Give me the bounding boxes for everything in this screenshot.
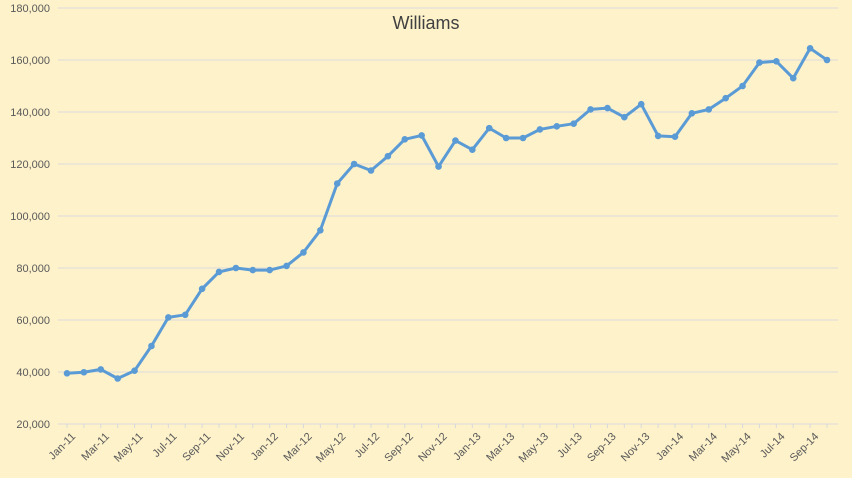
data-point	[452, 137, 459, 144]
data-point	[604, 104, 611, 112]
data-point	[485, 124, 493, 132]
data-point	[773, 58, 780, 65]
data-point	[367, 167, 375, 174]
y-tick-label: 180,000	[10, 3, 50, 15]
data-point	[519, 134, 527, 142]
y-axis-tick-labels: 20,000 40,000 60,000 80,000 100,000 120,000 14…	[10, 3, 50, 431]
y-tick-label: 160,000	[10, 55, 50, 67]
y-tick-label: 60,000	[16, 315, 50, 327]
data-point	[215, 268, 223, 276]
data-point	[283, 262, 290, 270]
y-tick-label: 20,000	[16, 419, 50, 431]
data-point	[114, 375, 121, 382]
y-tick-label: 140,000	[10, 107, 50, 119]
data-point	[97, 366, 105, 373]
data-point	[536, 126, 544, 133]
series-williams	[63, 45, 831, 382]
data-point	[469, 146, 476, 153]
data-point	[249, 266, 257, 274]
data-point	[232, 264, 240, 272]
data-point	[654, 132, 662, 140]
data-point	[80, 368, 88, 376]
chart-title: Williams	[393, 13, 460, 33]
data-point	[637, 100, 645, 108]
series-line	[65, 46, 829, 380]
data-point	[401, 136, 409, 143]
data-point	[739, 82, 746, 90]
data-point	[806, 45, 814, 52]
data-point	[621, 113, 628, 121]
data-point	[756, 59, 763, 66]
data-point	[823, 56, 831, 64]
data-point	[148, 342, 155, 350]
data-point	[350, 160, 358, 168]
data-point	[722, 94, 729, 102]
y-tick-label: 120,000	[10, 159, 50, 171]
data-point	[502, 134, 510, 142]
data-point	[165, 314, 172, 321]
data-point	[131, 367, 138, 375]
data-point	[587, 106, 594, 113]
data-point	[789, 74, 797, 82]
data-point	[705, 106, 713, 113]
y-tick-label: 100,000	[10, 211, 50, 223]
data-point	[63, 370, 71, 377]
data-point	[198, 285, 206, 293]
x-axis	[66, 424, 828, 428]
y-tick-label: 40,000	[16, 367, 50, 379]
data-point	[671, 133, 679, 140]
data-point	[333, 180, 341, 187]
y-tick-label: 80,000	[16, 263, 50, 275]
data-point	[553, 123, 561, 130]
data-point	[317, 227, 324, 234]
data-point	[181, 311, 189, 319]
data-point	[384, 152, 392, 160]
data-point	[418, 132, 425, 139]
data-point	[266, 266, 273, 274]
data-point	[688, 110, 696, 117]
data-point	[300, 249, 307, 256]
gridlines	[58, 7, 838, 425]
data-point	[435, 163, 442, 170]
data-point	[570, 120, 577, 127]
